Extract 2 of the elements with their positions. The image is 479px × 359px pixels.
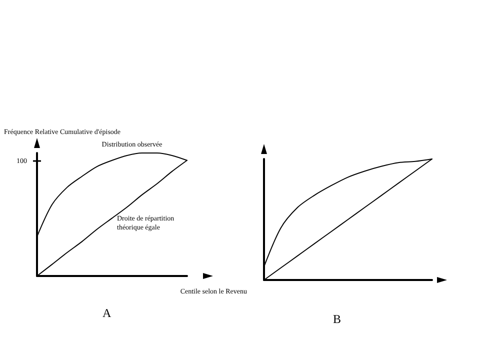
text: A	[102, 306, 112, 320]
text: B	[333, 312, 342, 326]
